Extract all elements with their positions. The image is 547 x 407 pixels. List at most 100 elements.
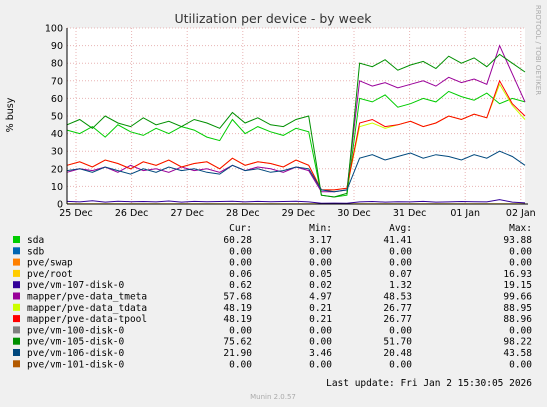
munin-version: Munin 2.0.57 (250, 393, 296, 401)
legend-name: pve/root (27, 269, 73, 280)
series-line-9 (66, 53, 526, 198)
series-line-10 (66, 150, 526, 193)
legend-header-1: Min: (309, 223, 332, 234)
legend-min: 4.97 (309, 292, 332, 303)
legend-avg: 41.41 (383, 235, 412, 246)
x-tick-label: 25 Dec (59, 208, 93, 219)
y-tick-label: 80 (51, 59, 63, 70)
legend-min: 0.00 (309, 258, 332, 269)
legend-name: pve/vm-101-disk-0 (27, 359, 125, 370)
legend-cur: 0.00 (229, 359, 252, 370)
legend-min: 0.00 (309, 337, 332, 348)
legend-min: 0.05 (309, 269, 332, 280)
legend-name: mapper/pve-data_tmeta (27, 292, 147, 303)
legend-max: 43.58 (503, 348, 532, 359)
y-tick-label: 20 (51, 164, 63, 175)
legend-max: 16.93 (503, 269, 532, 280)
legend-min: 0.21 (309, 314, 332, 325)
legend-name: pve/vm-106-disk-0 (27, 348, 125, 359)
y-tick-label: 70 (51, 76, 63, 87)
legend-swatch (13, 303, 20, 311)
x-tick-label: 31 Dec (393, 208, 427, 219)
legend-name: pve/swap (27, 258, 73, 269)
legend-swatch (13, 258, 20, 266)
axes (66, 28, 528, 205)
legend-header: Cur: Min: Avg: Max: (229, 223, 532, 234)
legend-min: 3.46 (309, 348, 332, 359)
legend-avg: 0.00 (389, 359, 412, 370)
legend-max: 98.22 (503, 337, 532, 348)
legend-avg: 26.77 (383, 314, 412, 325)
x-tick-label: 27 Dec (170, 208, 204, 219)
legend-cur: 0.00 (229, 258, 252, 269)
legend-cur: 0.00 (229, 246, 252, 257)
legend-cur: 0.00 (229, 325, 252, 336)
legend-cur: 57.68 (223, 292, 252, 303)
legend-max: 88.95 (503, 303, 532, 314)
legend-name: mapper/pve-data_tdata (27, 303, 147, 314)
series-line-4 (66, 199, 526, 204)
legend-avg: 51.70 (383, 337, 412, 348)
legend-min: 0.00 (309, 325, 332, 336)
legend-swatch (13, 349, 20, 356)
legend-min: 0.21 (309, 303, 332, 314)
legend-name: sdb (27, 246, 44, 257)
legend-avg: 26.77 (383, 303, 412, 314)
grid (67, 27, 525, 204)
y-axis-label: % busy (5, 97, 16, 132)
legend-max: 88.96 (503, 314, 532, 325)
legend-swatch (13, 247, 20, 255)
legend-avg: 0.00 (389, 325, 412, 336)
y-tick-label: 30 (51, 147, 63, 158)
legend-avg: 48.53 (383, 292, 412, 303)
legend-cur: 48.19 (223, 314, 252, 325)
legend-cur: 75.62 (223, 337, 252, 348)
legend-swatch (13, 360, 20, 368)
y-tick-label: 100 (45, 24, 63, 35)
legend-avg: 0.00 (389, 258, 412, 269)
y-tick-label: 50 (51, 112, 63, 123)
legend-max: 0.00 (509, 325, 532, 336)
legend-max: 99.66 (503, 292, 532, 303)
legend-max: 0.00 (509, 258, 532, 269)
legend-max: 0.00 (509, 359, 532, 370)
y-tick-label: 40 (51, 129, 63, 140)
x-tick-label: 01 Jan (450, 208, 480, 219)
legend-header-0: Cur: (229, 223, 252, 234)
last-update: Last update: Fri Jan 2 15:30:05 2026 (326, 378, 532, 389)
chart-title: Utilization per device - by week (174, 11, 372, 26)
y-tick-label: 60 (51, 94, 63, 105)
legend-swatch (13, 236, 20, 243)
legend-cur: 60.28 (223, 235, 252, 246)
legend-name: mapper/pve-data-tpool (27, 314, 147, 325)
legend-name: pve/vm-105-disk-0 (27, 337, 125, 348)
rrdtool-credit: RRDTOOL / TOBI OETIKER (534, 5, 542, 95)
x-tick-label: 30 Dec (337, 208, 371, 219)
legend-cur: 21.90 (223, 348, 252, 359)
legend-name: pve/vm-100-disk-0 (27, 325, 125, 336)
legend-swatch (13, 315, 20, 323)
legend-max: 19.15 (503, 280, 532, 291)
legend-name: sda (27, 235, 44, 246)
legend-avg: 1.32 (389, 280, 412, 291)
x-tick-label: 29 Dec (282, 208, 316, 219)
legend-cur: 0.62 (229, 280, 252, 291)
legend-header-2: Avg: (389, 223, 412, 234)
legend-min: 0.00 (309, 246, 332, 257)
legend-avg: 0.00 (389, 246, 412, 257)
x-tick-label: 26 Dec (115, 208, 149, 219)
legend-swatch (13, 337, 20, 345)
legend-min: 3.17 (309, 235, 332, 246)
y-tick-label: 90 (51, 41, 63, 52)
legend-avg: 0.07 (389, 269, 412, 280)
legend-swatch (13, 269, 20, 277)
legend-min: 0.02 (309, 280, 332, 291)
y-tick-label: 0 (57, 200, 63, 211)
x-ticks: 25 Dec 26 Dec 27 Dec 28 Dec 29 Dec 30 Dec 31 D… (59, 208, 535, 219)
legend-swatch (13, 326, 20, 334)
legend-swatch (13, 281, 20, 289)
y-tick-label: 10 (51, 182, 63, 193)
legend-cur: 0.06 (229, 269, 252, 280)
